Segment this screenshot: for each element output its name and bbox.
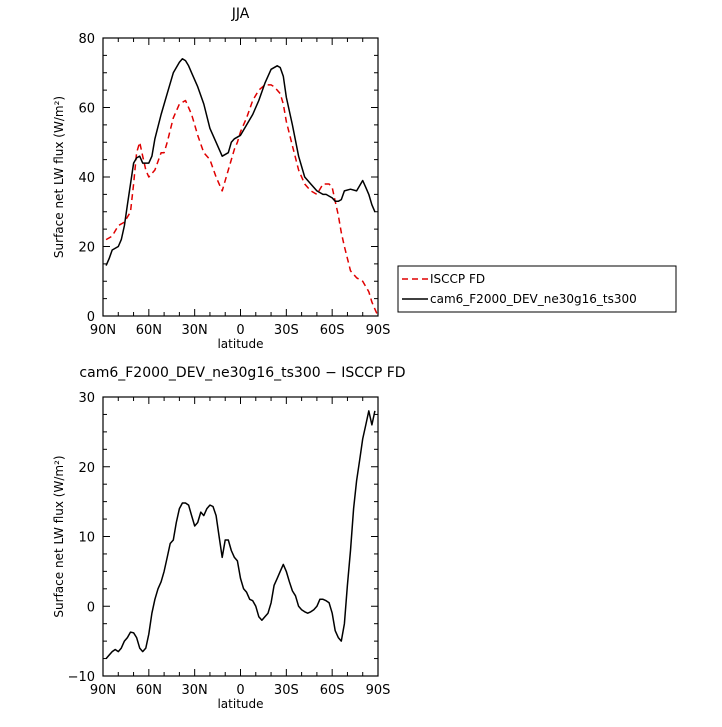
- y-tick-label: 0: [87, 310, 95, 325]
- series-line-cam6-f2000-dev-ne30g16-ts300: [105, 58, 376, 266]
- series-line-difference: [105, 410, 376, 660]
- y-tick-label: 80: [78, 32, 95, 47]
- y-tick-label: 0: [87, 600, 95, 615]
- y-tick-label: 30: [78, 391, 95, 406]
- x-tick-label: 60N: [136, 323, 162, 338]
- x-tick-label: 30S: [274, 323, 299, 338]
- x-tick-label: 30N: [182, 683, 208, 698]
- y-tick-label: 40: [78, 171, 95, 186]
- plot-frame-0: [102, 37, 379, 317]
- chart-title: cam6_F2000_DEV_ne30g16_ts300 − ISCCP FD: [79, 365, 405, 381]
- y-tick-label: 60: [78, 102, 95, 117]
- chart-title: JJA: [231, 6, 250, 22]
- x-tick-label: 90S: [366, 683, 391, 698]
- y-axis-title: Surface net LW flux (W/m²): [52, 455, 66, 617]
- series-line-isccp-fd: [105, 84, 379, 317]
- legend-label: cam6_F2000_DEV_ne30g16_ts300: [430, 292, 637, 306]
- x-axis-title: latitude: [217, 337, 263, 351]
- x-tick-label: 90N: [90, 323, 116, 338]
- x-tick-label: 60S: [320, 323, 345, 338]
- y-tick-label: 20: [78, 461, 95, 476]
- x-tick-label: 0: [236, 683, 244, 698]
- x-tick-label: 0: [236, 323, 244, 338]
- x-tick-label: 60S: [320, 683, 345, 698]
- x-tick-label: 30N: [182, 323, 208, 338]
- y-axis-title: Surface net LW flux (W/m²): [52, 96, 66, 258]
- y-tick-label: 10: [78, 531, 95, 546]
- x-tick-label: 90N: [90, 683, 116, 698]
- x-axis-title: latitude: [217, 697, 263, 711]
- x-tick-label: 30S: [274, 683, 299, 698]
- legend-label: ISCCP FD: [430, 272, 485, 286]
- y-tick-label: 20: [78, 241, 95, 256]
- x-tick-label: 60N: [136, 683, 162, 698]
- legend-box: [397, 265, 677, 313]
- y-tick-label: −10: [68, 670, 95, 685]
- x-tick-label: 90S: [366, 323, 391, 338]
